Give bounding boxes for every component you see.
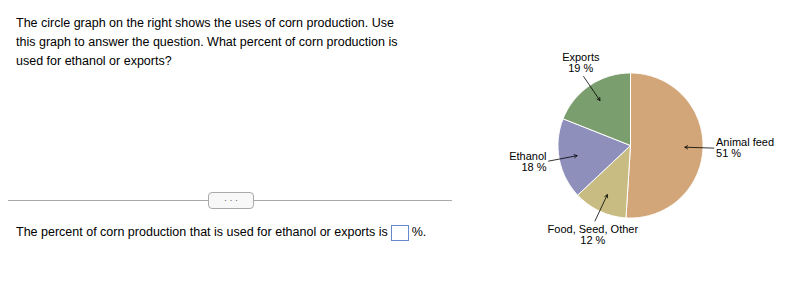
svg-text:Ethanol18 %: Ethanol18 % <box>509 150 547 173</box>
html-text:The percent of corn production: The percent of corn production that is u… <box>16 225 388 239</box>
svg-text:Exports19 %: Exports19 % <box>562 51 600 74</box>
svg-text:Animal feed51 %: Animal feed51 % <box>716 136 774 159</box>
svg-text:Food, Seed, Other12 %: Food, Seed, Other12 % <box>548 223 639 246</box>
html-text:The circle graph on the right: The circle graph on the right shows the … <box>16 16 398 68</box>
